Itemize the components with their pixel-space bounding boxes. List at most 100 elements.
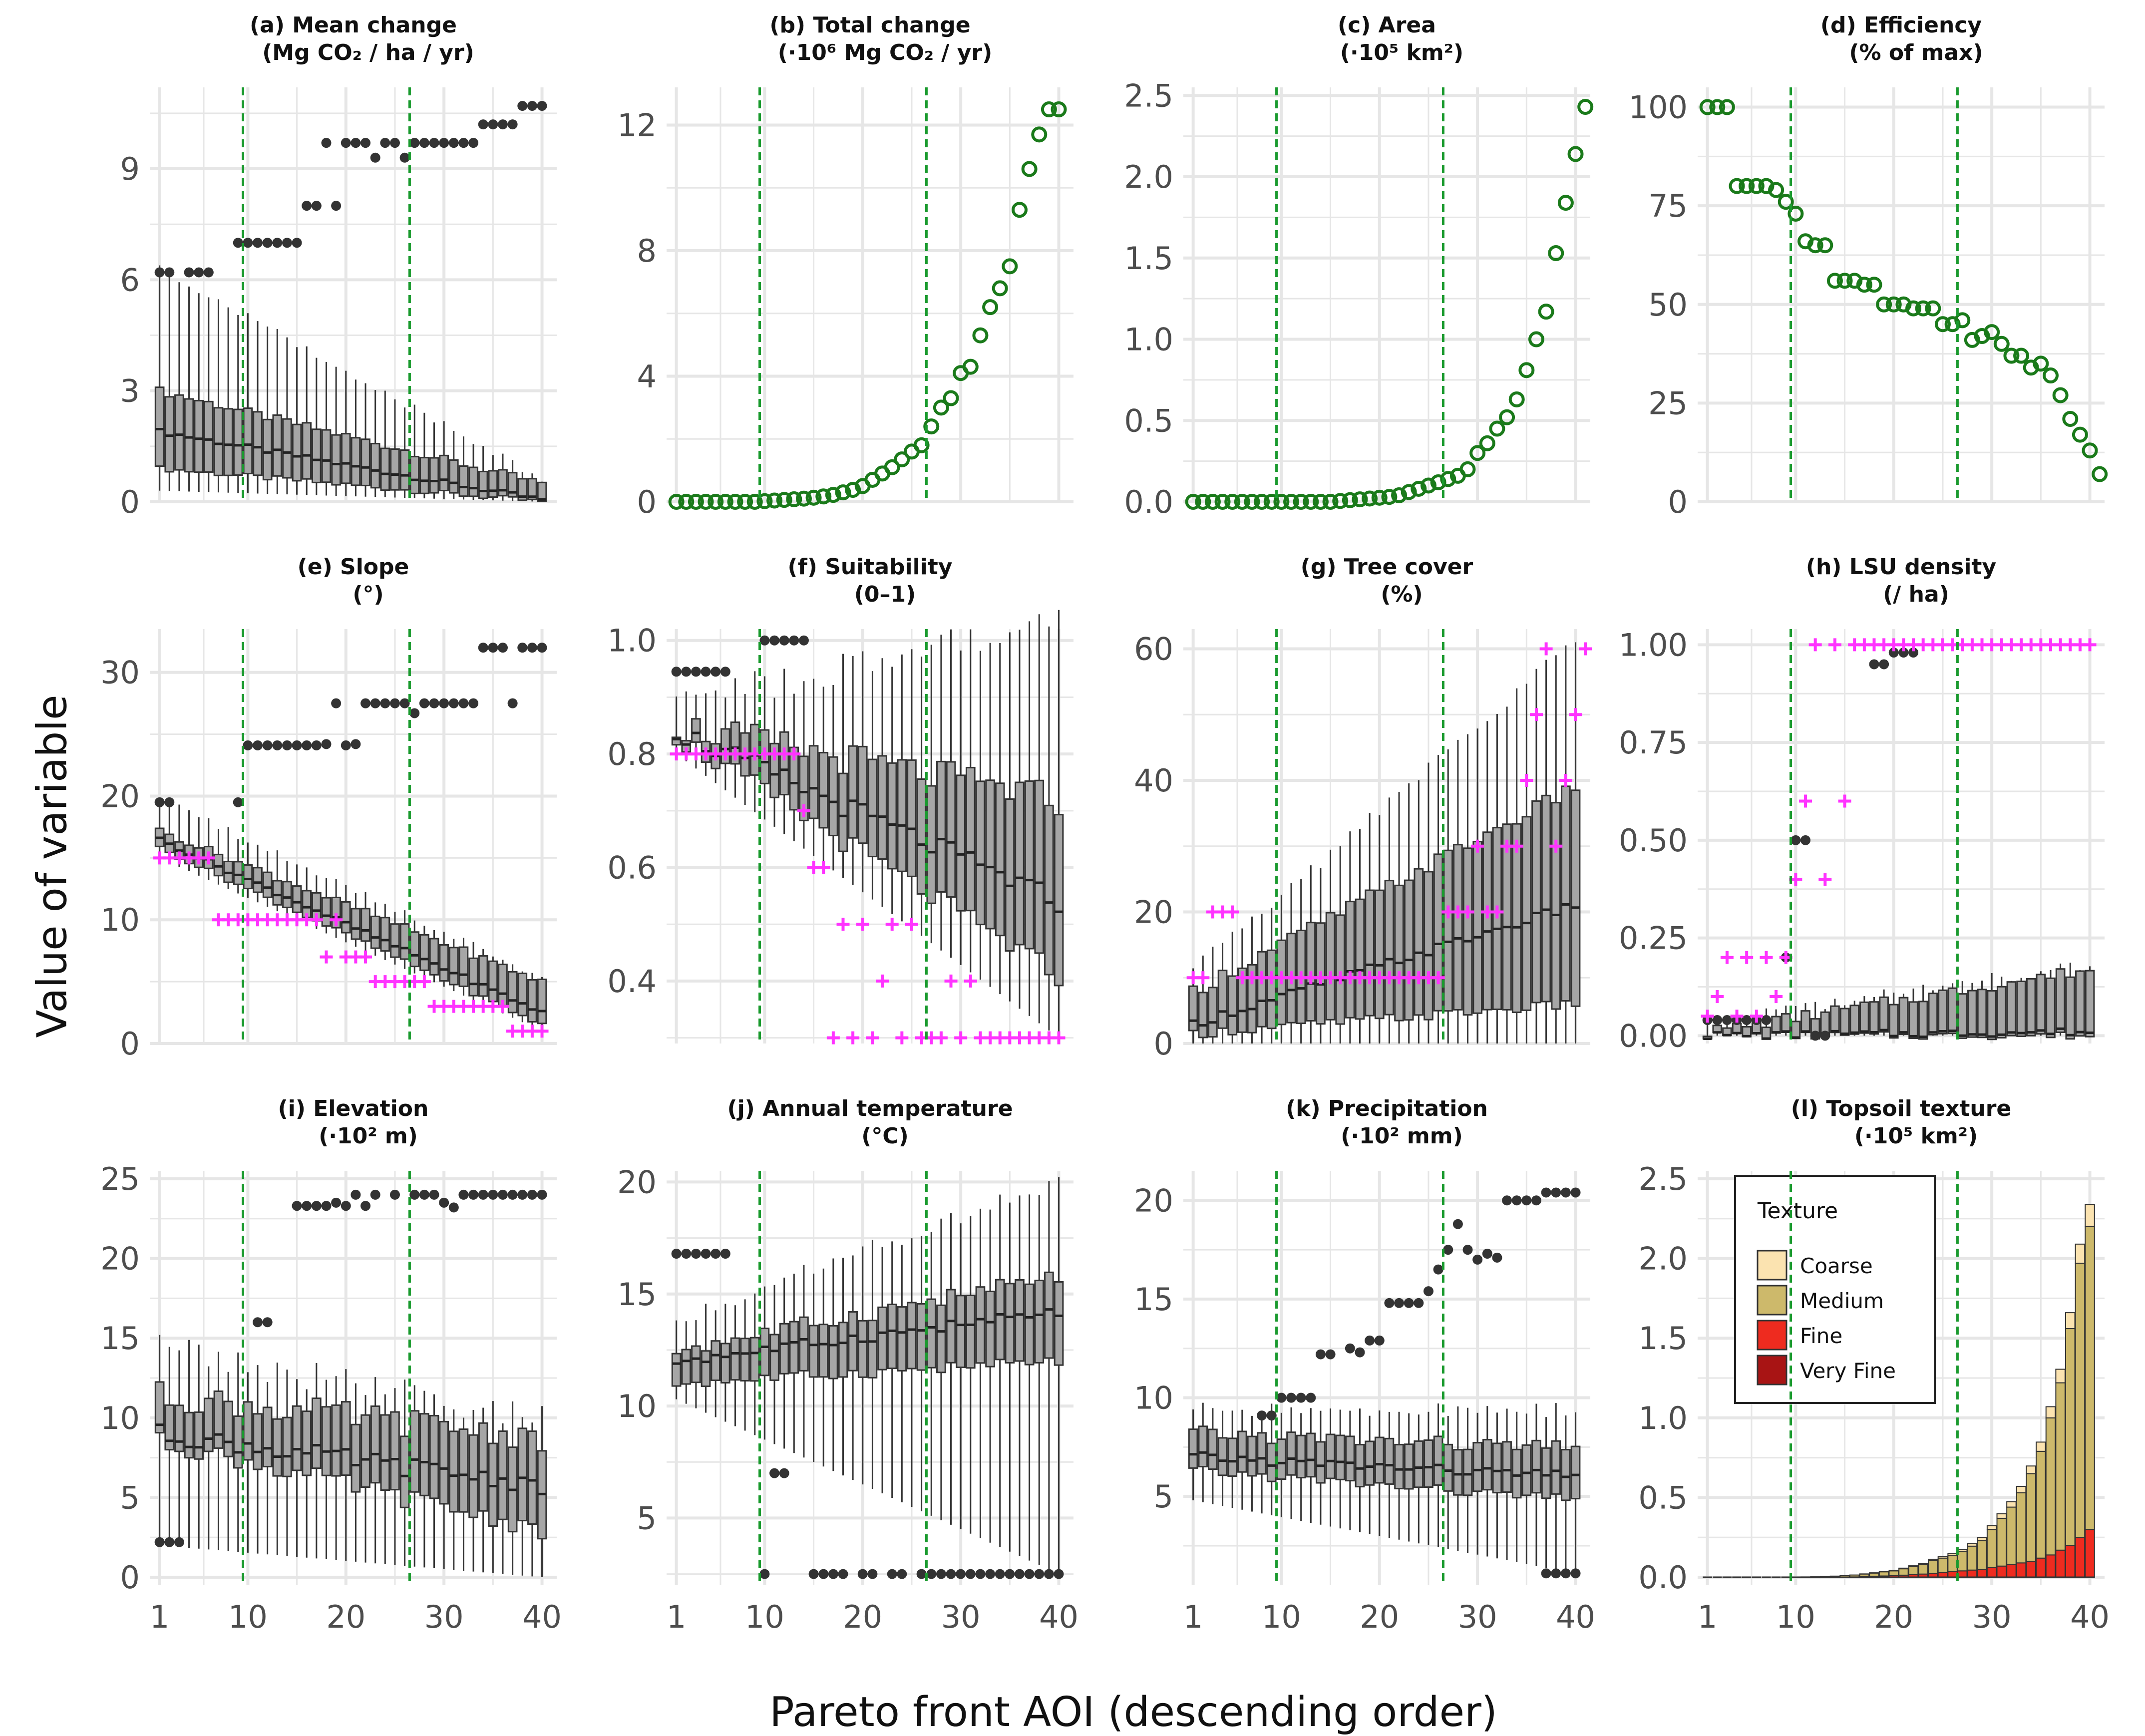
- box: [1948, 988, 1957, 1033]
- box: [410, 1411, 419, 1492]
- panel-c: 0.00.51.01.52.02.5(c) Area(·10⁵ km²): [1124, 12, 1592, 520]
- y-tick-label: 0: [1154, 1026, 1173, 1062]
- outlier-point: [1015, 1569, 1025, 1579]
- bar-segment: [2076, 1244, 2085, 1263]
- bar-segment: [1958, 1552, 1967, 1571]
- y-tick-label: 0: [1668, 484, 1688, 520]
- outlier-point: [468, 138, 478, 148]
- outlier-point: [527, 643, 537, 653]
- outlier-point: [458, 1190, 468, 1200]
- outlier-point: [1365, 1336, 1375, 1346]
- box: [1006, 1284, 1014, 1363]
- outlier-point: [380, 698, 390, 708]
- x-tick-label: 30: [424, 1599, 464, 1635]
- legend-entry: Very Fine: [1800, 1359, 1896, 1383]
- box: [1356, 899, 1364, 1019]
- box: [469, 958, 478, 996]
- box: [1562, 1449, 1570, 1500]
- box: [195, 400, 203, 472]
- outlier-point: [995, 1569, 1005, 1579]
- cross-marker: [1838, 795, 1851, 808]
- box: [1228, 976, 1237, 1035]
- box: [849, 1312, 857, 1371]
- outlier-point: [701, 667, 711, 677]
- box: [499, 1431, 507, 1519]
- box: [381, 1415, 389, 1490]
- outlier-point: [498, 1190, 508, 1200]
- outlier-point: [779, 636, 789, 646]
- bar-segment: [1889, 1571, 1899, 1576]
- box: [440, 455, 448, 490]
- box: [352, 909, 360, 939]
- box: [672, 1354, 681, 1386]
- cross-marker: [1760, 951, 1773, 964]
- outlier-point: [1433, 1265, 1443, 1275]
- cross-marker: [1721, 951, 1734, 964]
- outlier-point: [527, 101, 537, 111]
- outlier-point: [1551, 1187, 1561, 1197]
- box: [741, 1339, 749, 1381]
- outlier-point: [164, 1537, 174, 1547]
- x-tick-label: 40: [1039, 1599, 1078, 1635]
- legend-swatch: [1758, 1321, 1787, 1350]
- y-tick-label: 75: [1648, 188, 1688, 224]
- outlier-point: [439, 138, 449, 148]
- bar-segment: [2066, 1329, 2075, 1545]
- box: [293, 1406, 301, 1470]
- y-tick-label: 0.00: [1619, 1018, 1688, 1054]
- box: [391, 1412, 399, 1490]
- outlier-point: [449, 698, 459, 708]
- box: [1425, 1440, 1433, 1487]
- outlier-point: [390, 138, 400, 148]
- outlier-point: [1541, 1187, 1551, 1197]
- outlier-point: [498, 119, 508, 129]
- box: [1454, 845, 1462, 1010]
- cross-marker: [1828, 638, 1841, 651]
- cross-marker: [954, 1032, 967, 1044]
- box: [254, 1414, 262, 1469]
- y-tick-label: 10: [1134, 1380, 1173, 1416]
- data-point: [964, 360, 977, 373]
- data-point: [1023, 162, 1036, 175]
- y-tick-label: 0: [120, 1559, 140, 1596]
- x-tick-label: 30: [1458, 1599, 1497, 1635]
- box: [1356, 1444, 1364, 1486]
- outlier-point: [498, 643, 508, 653]
- box: [1035, 1281, 1044, 1363]
- panel-subtitle: (·10² m): [319, 1123, 418, 1149]
- cross-marker: [836, 918, 849, 931]
- outlier-point: [1453, 1219, 1463, 1229]
- box: [868, 1321, 877, 1378]
- outlier-point: [439, 698, 449, 708]
- outlier-point: [966, 1569, 976, 1579]
- box: [1016, 1280, 1024, 1361]
- outlier-point: [478, 119, 488, 129]
- outlier-point: [1404, 1298, 1414, 1308]
- y-axis-label: Value of variable: [29, 694, 76, 1038]
- outlier-point: [409, 138, 419, 148]
- box: [1366, 1441, 1374, 1485]
- outlier-point: [409, 1190, 419, 1200]
- outlier-point: [1394, 1298, 1404, 1308]
- panel-title: (k) Precipitation: [1286, 1096, 1488, 1121]
- outlier-point: [360, 1201, 370, 1211]
- outlier-point: [233, 238, 243, 248]
- box: [702, 1351, 710, 1387]
- outlier-point: [759, 1569, 769, 1579]
- box: [1968, 991, 1977, 1037]
- box: [1258, 952, 1266, 1027]
- box: [819, 752, 828, 827]
- bar-segment: [2056, 1369, 2065, 1383]
- y-tick-label: 2.0: [1124, 159, 1173, 195]
- box: [1532, 801, 1541, 1003]
- data-point: [1510, 393, 1523, 406]
- box: [214, 408, 223, 476]
- bar-segment: [2036, 1442, 2046, 1451]
- outlier-point: [701, 1249, 711, 1259]
- box: [1267, 950, 1276, 1028]
- box: [244, 408, 252, 474]
- box: [1850, 1006, 1859, 1035]
